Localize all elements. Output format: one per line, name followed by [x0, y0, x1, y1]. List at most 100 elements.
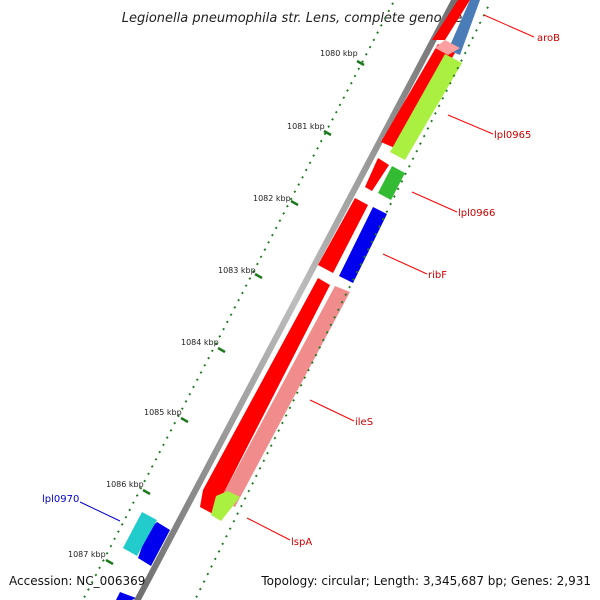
tick-mark-1084 [217, 346, 226, 354]
inner-tick-dot-74 [210, 565, 213, 568]
outer-tick-dot-43 [229, 313, 233, 317]
tick-mark-1080 [356, 59, 365, 67]
outer-tick-dot-49 [207, 356, 210, 360]
topology-text: Topology: circular; Length: 3,345,687 bp… [261, 574, 591, 588]
inner-tick-dot-34 [359, 263, 363, 266]
outer-tick-dot-58 [173, 421, 177, 425]
outer-tick-dot-75 [109, 544, 113, 548]
outer-tick-dot-60 [165, 436, 169, 439]
accession-text: Accession: NC_006369 [9, 574, 146, 588]
inner-tick-dot-46 [314, 353, 318, 357]
inner-tick-dot-24 [396, 187, 400, 191]
inner-tick-dot-66 [240, 504, 243, 508]
outer-tick-dot-16 [331, 118, 334, 121]
inner-tick-dot-43 [325, 331, 329, 334]
outer-tick-dot-62 [158, 450, 162, 454]
outer-tick-dot-59 [169, 429, 173, 432]
ileS-callout-line [309, 399, 355, 422]
outer-tick-dot-14 [338, 103, 342, 107]
inner-tick-dot-64 [247, 489, 251, 493]
tick-mark-1086 [142, 488, 151, 496]
inner-tick-dot-70 [225, 534, 228, 538]
inner-tick-dot-67 [236, 512, 239, 515]
outer-tick-dot-30 [278, 219, 282, 223]
lpl0970-gene [123, 512, 157, 556]
inner-tick-dot-49 [303, 376, 307, 380]
outer-tick-dot-48 [210, 349, 214, 353]
lpl0970-callout-line [79, 501, 121, 522]
outer-tick-dot-18 [323, 132, 327, 136]
tick-mark-1087 [105, 558, 114, 566]
inner-tick-dot-57 [273, 436, 277, 440]
inner-tick-dot-13 [437, 104, 441, 108]
gene-label-aroB: aroB [537, 33, 560, 44]
inner-tick-dot-15 [430, 119, 433, 123]
outer-tick-dot-6 [368, 45, 372, 49]
outer-tick-dot-10 [353, 74, 357, 78]
outer-tick-dot-28 [286, 204, 289, 208]
tick-mark-1081 [323, 129, 332, 137]
inner-tick-dot-28 [381, 217, 385, 221]
outer-tick-dot-12 [346, 89, 349, 92]
outer-tick-dot-82 [83, 595, 86, 599]
outer-tick-dot-81 [87, 588, 90, 591]
inner-tick-dot-14 [434, 112, 437, 115]
inner-tick-dot-65 [243, 497, 247, 500]
inner-tick-dot-23 [400, 180, 404, 183]
inner-tick-dot-12 [441, 96, 445, 100]
inner-tick-dot-21 [407, 164, 411, 168]
inner-tick-dot-31 [370, 240, 374, 244]
inner-tick-dot-29 [378, 225, 381, 229]
outer-tick-dot-11 [349, 81, 353, 85]
lpl0970-reverse-feature [138, 522, 170, 566]
outer-tick-dot-64 [150, 465, 154, 468]
outer-tick-dot-55 [184, 400, 188, 403]
inner-tick-dot-48 [307, 368, 310, 372]
inner-tick-dot-69 [228, 527, 232, 531]
inner-tick-dot-55 [281, 421, 284, 425]
inner-tick-dot-75 [206, 572, 210, 576]
outer-tick-dot-23 [304, 168, 308, 172]
inner-tick-dot-18 [419, 142, 422, 145]
outer-tick-dot-24 [301, 175, 304, 179]
inner-tick-dot-44 [322, 338, 325, 342]
tick-label-1084: 1084 kbp [181, 338, 219, 347]
lspA-gene [211, 491, 240, 521]
tick-label-1087: 1087 kbp [68, 550, 106, 559]
aroB-gene [448, 0, 480, 55]
outer-tick-dot-65 [147, 472, 150, 476]
inner-tick-dot-41 [333, 315, 336, 319]
tick-mark-1085 [180, 416, 189, 424]
lpl0966-gene [378, 166, 405, 200]
inner-tick-dot-56 [277, 429, 281, 432]
outer-tick-dot-38 [248, 277, 252, 280]
lpl0965-gene [390, 54, 462, 160]
outer-tick-dot-31 [274, 226, 278, 230]
outer-tick-dot-78 [98, 566, 101, 570]
outer-tick-dot-47 [214, 342, 218, 345]
tick-label-1083: 1083 kbp [218, 266, 256, 275]
inner-tick-dot-39 [340, 300, 344, 304]
ileS-cds [200, 278, 330, 514]
outer-tick-dot-52 [195, 378, 199, 382]
tick-label-1086: 1086 kbp [106, 480, 144, 489]
outer-tick-dot-42 [233, 306, 237, 309]
tick-label-1085: 1085 kbp [144, 408, 182, 417]
outer-tick-dot-79 [94, 573, 98, 577]
outer-tick-dot-46 [218, 335, 222, 338]
gene-label-lpl0970: lpl0970 [42, 494, 79, 505]
outer-tick-dot-73 [117, 530, 120, 533]
inner-tick-dot-10 [448, 81, 452, 85]
outer-tick-dot-32 [271, 233, 274, 237]
inner-tick-dot-7 [460, 59, 463, 62]
outer-tick-dot-80 [90, 580, 94, 584]
inner-tick-dot-33 [363, 255, 366, 259]
inner-tick-dot-51 [295, 391, 299, 395]
outer-tick-dot-37 [252, 269, 255, 273]
inner-tick-dot-60 [262, 459, 266, 463]
ileS-gene [220, 286, 350, 507]
outer-tick-dot-3 [379, 24, 383, 27]
inner-tick-dot-35 [355, 270, 359, 274]
aroB-gene-light [435, 40, 460, 55]
